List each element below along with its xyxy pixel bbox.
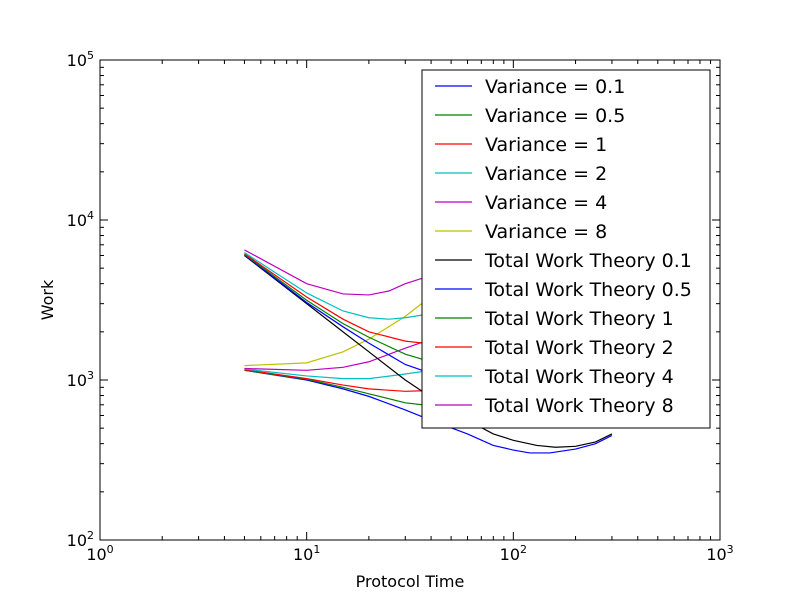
legend: Variance = 0.1 Variance = 0.5 Variance = 1… [421, 69, 711, 429]
legend-label: Variance = 0.1 [485, 76, 625, 98]
legend-label: Total Work Theory 1 [484, 308, 674, 330]
legend-box [421, 69, 711, 429]
series-line-1 [244, 369, 432, 407]
x-tick-label: 101 [293, 543, 320, 564]
plot-frame [99, 59, 721, 541]
series-line-8 [244, 253, 432, 363]
series-line-4 [244, 338, 432, 371]
series-line-0 [244, 369, 613, 454]
series-layer [244, 249, 613, 454]
y-tick-label: 105 [67, 49, 94, 70]
series-line-7 [244, 254, 432, 374]
x-tick-label: 103 [706, 543, 733, 564]
series-line-3 [244, 368, 432, 380]
legend-label: Variance = 2 [485, 163, 607, 185]
y-tick-label: 103 [67, 369, 94, 390]
legend-label: Total Work Theory 0.1 [484, 250, 692, 272]
x-tick-label: 102 [500, 543, 527, 564]
series-line-11 [244, 249, 432, 296]
legend-label: Total Work Theory 8 [484, 395, 674, 417]
legend-label: Total Work Theory 0.5 [484, 279, 692, 301]
y-axis-label: Work [38, 279, 57, 320]
series-line-5 [244, 303, 423, 367]
series-line-10 [244, 252, 432, 320]
legend-label: Variance = 8 [485, 221, 607, 243]
series-line-2 [244, 369, 432, 392]
axis-ticks: 100 101 102 103 102 103 104 105 [67, 49, 734, 564]
y-tick-label: 104 [67, 209, 94, 230]
x-axis-label: Protocol Time [356, 572, 465, 591]
legend-label: Variance = 0.5 [485, 105, 625, 127]
legend-label: Total Work Theory 4 [484, 366, 674, 388]
series-line-9 [244, 253, 432, 345]
legend-label: Variance = 4 [485, 192, 607, 214]
x-tick-label: 100 [86, 543, 113, 564]
legend-label: Variance = 1 [485, 134, 607, 156]
y-tick-label: 102 [67, 529, 94, 550]
legend-label: Total Work Theory 2 [484, 337, 674, 359]
